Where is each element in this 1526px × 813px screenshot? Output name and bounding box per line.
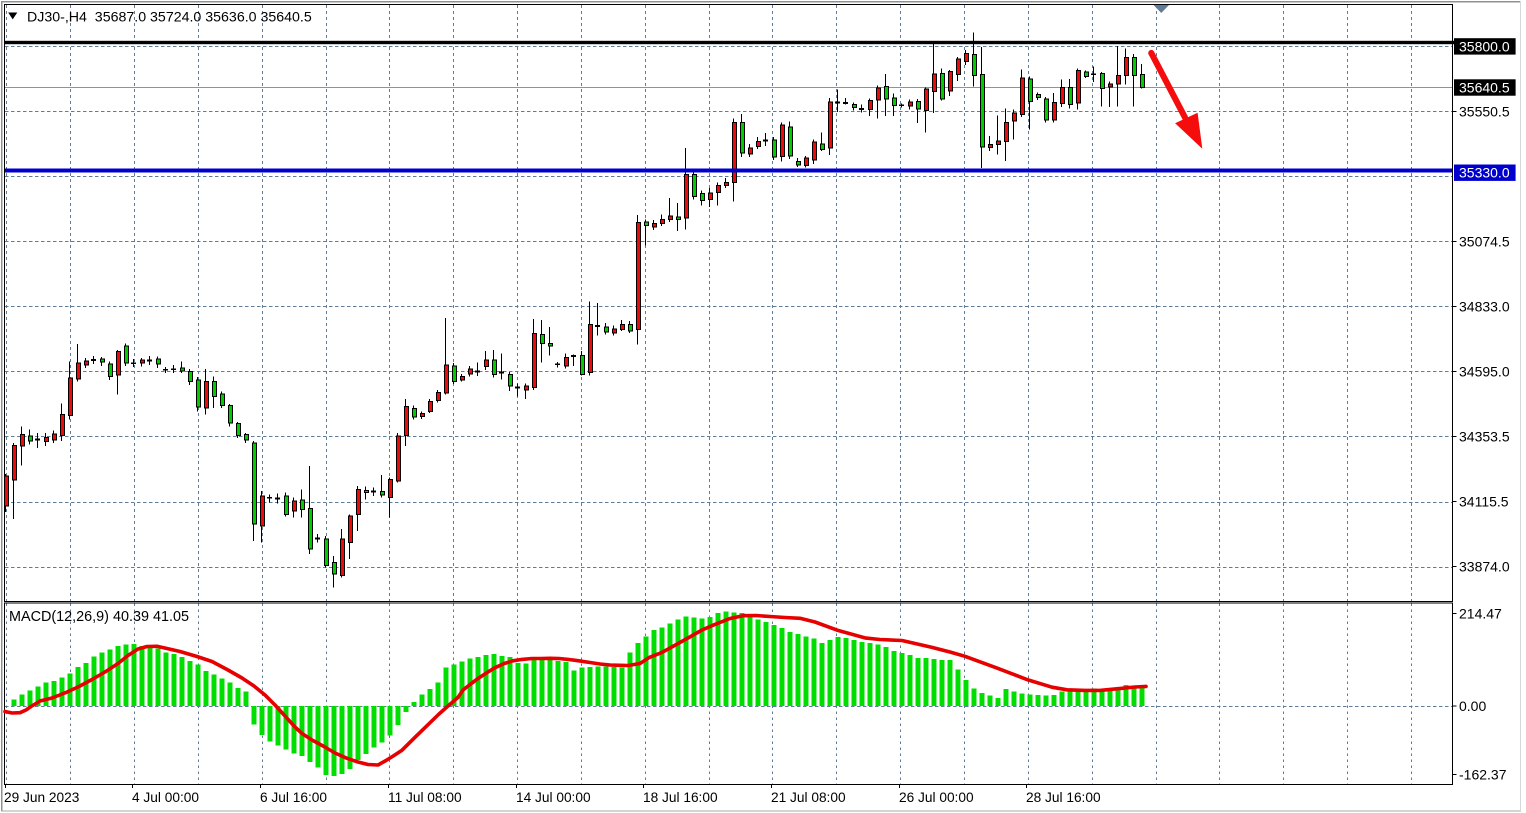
- svg-text:26 Jul 00:00: 26 Jul 00:00: [899, 790, 974, 805]
- svg-text:34833.0: 34833.0: [1459, 298, 1510, 314]
- svg-text:34353.5: 34353.5: [1459, 428, 1510, 444]
- svg-text:DJ30-,H4 35687.0 35724.0 3563: DJ30-,H4 35687.0 35724.0 35636.0 35640.5: [27, 9, 312, 25]
- svg-text:33874.0: 33874.0: [1459, 559, 1510, 575]
- svg-text:MACD(12,26,9) 40.39 41.05: MACD(12,26,9) 40.39 41.05: [9, 609, 189, 625]
- svg-text:21 Jul 08:00: 21 Jul 08:00: [771, 790, 846, 805]
- svg-text:35640.5: 35640.5: [1459, 80, 1510, 96]
- svg-text:29 Jun 2023: 29 Jun 2023: [4, 790, 80, 805]
- svg-text:-162.37: -162.37: [1459, 767, 1507, 783]
- svg-text:0.00: 0.00: [1459, 698, 1486, 714]
- svg-text:6 Jul 16:00: 6 Jul 16:00: [260, 790, 327, 805]
- svg-text:14 Jul 00:00: 14 Jul 00:00: [516, 790, 591, 805]
- svg-text:18 Jul 16:00: 18 Jul 16:00: [643, 790, 718, 805]
- svg-text:4 Jul 00:00: 4 Jul 00:00: [132, 790, 199, 805]
- svg-text:214.47: 214.47: [1459, 606, 1502, 622]
- svg-text:35074.5: 35074.5: [1459, 233, 1510, 249]
- svg-text:35800.0: 35800.0: [1459, 38, 1510, 54]
- svg-text:28 Jul 16:00: 28 Jul 16:00: [1026, 790, 1101, 805]
- svg-text:35330.0: 35330.0: [1459, 165, 1510, 181]
- svg-text:11 Jul 08:00: 11 Jul 08:00: [388, 790, 462, 805]
- svg-text:34595.0: 34595.0: [1459, 363, 1510, 379]
- svg-text:34115.5: 34115.5: [1459, 494, 1509, 510]
- svg-text:35550.5: 35550.5: [1459, 103, 1510, 119]
